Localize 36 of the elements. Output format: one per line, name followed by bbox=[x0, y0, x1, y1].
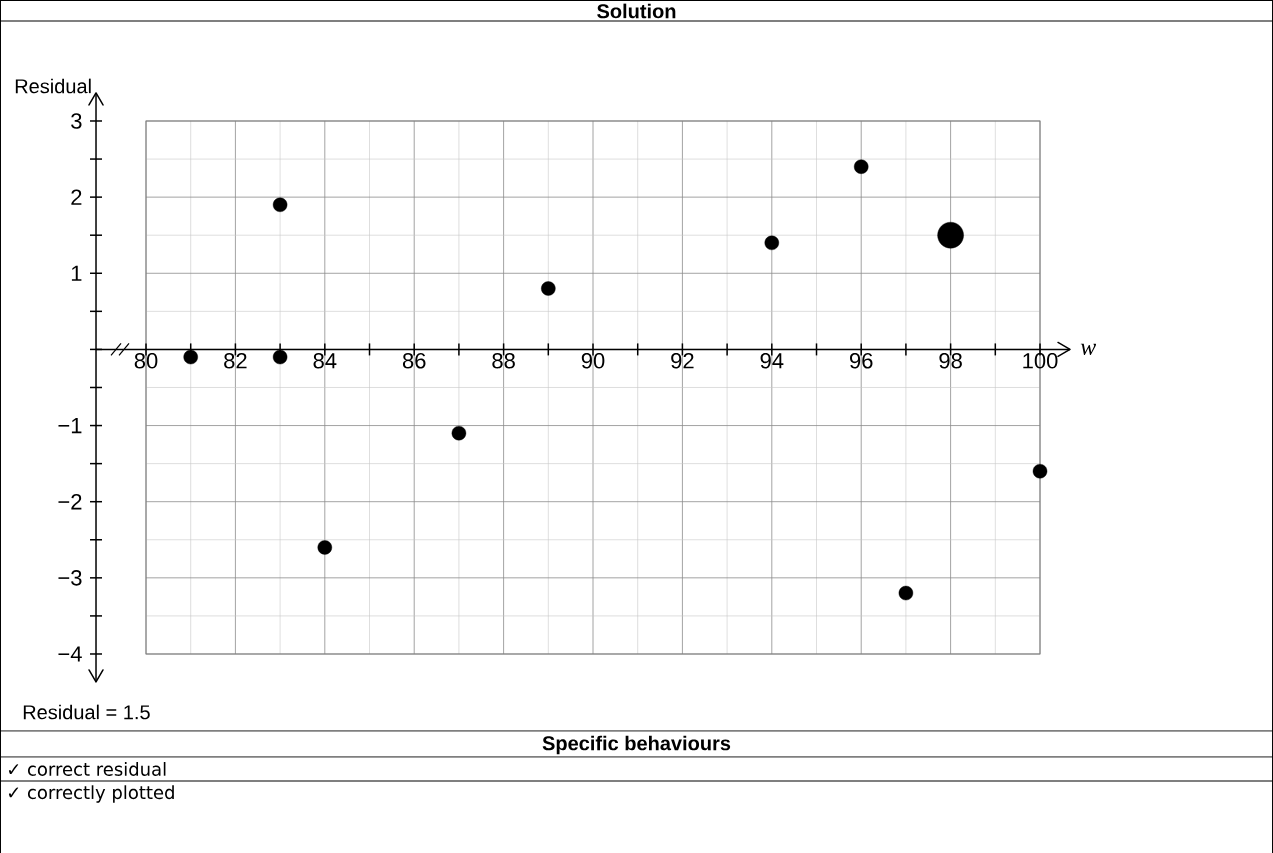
x-tick-label: 92 bbox=[671, 352, 694, 369]
x-tick-label: 80 bbox=[134, 352, 158, 369]
y-tick-label: 2 bbox=[71, 189, 82, 205]
point bbox=[764, 235, 780, 251]
x-tick-label: 96 bbox=[850, 352, 873, 369]
x-tick-label: 84 bbox=[313, 352, 337, 369]
y-tick-label: 3 bbox=[71, 113, 82, 129]
point bbox=[317, 540, 333, 555]
point bbox=[541, 281, 556, 296]
x-tick-label: 98 bbox=[939, 352, 962, 369]
y-tick-label: −1 bbox=[58, 417, 82, 434]
point bbox=[272, 197, 288, 212]
chart-title: Solution bbox=[597, 3, 676, 19]
x-tick-label: 86 bbox=[402, 352, 426, 369]
point bbox=[898, 585, 914, 601]
x-tick-label: 88 bbox=[492, 352, 515, 369]
y-tick-label: −3 bbox=[58, 570, 82, 586]
point bbox=[1032, 464, 1048, 479]
y-tick-label: 1 bbox=[71, 265, 82, 281]
x-tick-label: 100 bbox=[1023, 352, 1058, 369]
text: ✓ correctly plotted bbox=[8, 785, 174, 803]
point bbox=[451, 425, 467, 441]
y-axis-title: Residual bbox=[15, 78, 91, 94]
x-tick-label: 90 bbox=[581, 352, 605, 369]
point bbox=[183, 349, 198, 365]
y-tick-label: −2 bbox=[58, 494, 82, 510]
text: Residual = 1.5 bbox=[23, 704, 150, 720]
text: ✓ correct residual bbox=[8, 762, 166, 776]
x-tick-label: 94 bbox=[760, 352, 784, 369]
x-axis-title: w bbox=[1080, 343, 1097, 356]
point bbox=[854, 159, 869, 174]
text: Specific behaviours bbox=[542, 735, 731, 755]
point bbox=[272, 349, 288, 365]
x-tick-label: 82 bbox=[224, 352, 247, 369]
y-tick-label: −4 bbox=[58, 646, 82, 662]
point bbox=[937, 222, 964, 249]
